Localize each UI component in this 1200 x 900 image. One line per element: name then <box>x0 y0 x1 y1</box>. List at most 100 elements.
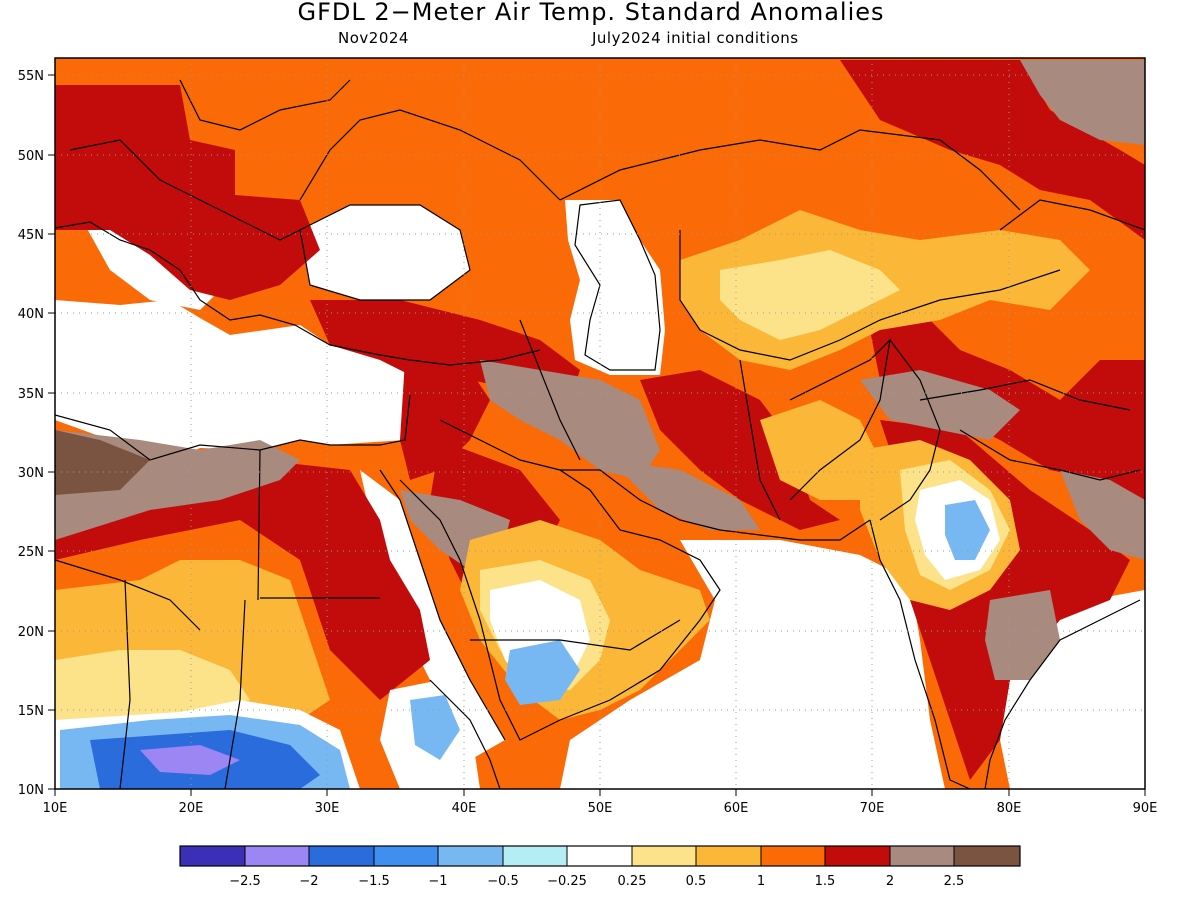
arabian-sea-normal-area <box>560 540 945 789</box>
sahara-strong-warm-area <box>55 460 430 700</box>
colorbar-label: −1.5 <box>358 874 390 889</box>
yemen-cool-area <box>505 640 580 705</box>
iran-strong-warm-area <box>640 370 840 530</box>
border-central-europe <box>69 139 301 241</box>
black-sea-normal-area <box>300 205 470 300</box>
afghanistan-moderate-area <box>760 400 880 500</box>
lat-label: 40N <box>18 307 44 322</box>
iraq-very-strong-area <box>480 360 660 480</box>
lat-label: 45N <box>18 228 44 243</box>
border-algeria-niger <box>55 559 201 631</box>
border-saudi-iraq <box>439 419 561 471</box>
lon-label: 50E <box>588 801 613 816</box>
border-iran-afghanistan <box>739 359 781 521</box>
sahel-slight-area <box>55 650 250 720</box>
chad-very-cold-area <box>140 745 240 775</box>
coastline-red-sea <box>379 469 506 741</box>
thar-cool-area <box>945 500 990 560</box>
east-india-very-strong-area <box>1060 470 1145 560</box>
coastline-black-sea <box>299 204 471 301</box>
north-africa-extreme-area <box>55 430 150 495</box>
colorbar-label: −2.5 <box>229 874 261 889</box>
lon-label: 80E <box>997 801 1022 816</box>
colorbar-dividers <box>244 846 955 866</box>
lat-label: 50N <box>18 149 44 164</box>
init-conditions-label: July2024 initial conditions <box>592 29 799 47</box>
colorbar-frame <box>179 845 1021 867</box>
border-chad-sudan <box>224 599 246 789</box>
colorbar-label: −0.5 <box>487 874 519 889</box>
coastline-caspian <box>574 199 661 371</box>
coastline-persian-gulf <box>560 469 871 541</box>
border-afghanistan-pakistan <box>789 338 891 501</box>
pakistan-very-strong-area <box>860 370 1020 440</box>
border-saudi-yemen <box>470 619 681 651</box>
lon-label: 20E <box>179 801 204 816</box>
kazakhstan-slight-area <box>720 250 900 340</box>
colorbar-swatch <box>696 846 761 866</box>
lon-label: 70E <box>860 801 885 816</box>
border-pakistan-india <box>879 339 941 521</box>
lat-labels: 55N 50N 45N 40N 35N 30N 25N 20N 15N 10N <box>18 69 44 798</box>
colorbar: −2.5 −2 −1.5 −1 −0.5 −0.25 0.25 0.5 1 1.… <box>179 845 1021 889</box>
map-title: GFDL 2−Meter Air Temp. Standard Anomalie… <box>297 0 885 26</box>
coastline-india-east <box>984 599 1141 789</box>
lon-label: 60E <box>724 801 749 816</box>
border-baltics-poland <box>179 79 351 131</box>
border-central-asia <box>679 230 1061 361</box>
lat-label: 35N <box>18 387 44 402</box>
border-libya-egypt <box>257 449 261 601</box>
colorbar-label: 1 <box>757 874 765 889</box>
border-kazakhstan-russia <box>559 129 1021 211</box>
border-iraq-iran <box>519 319 581 461</box>
valid-month-label: Nov2024 <box>338 29 409 47</box>
colorbar-swatch <box>180 846 245 866</box>
deccan-very-strong-area <box>985 590 1060 680</box>
lat-label: 55N <box>18 69 44 84</box>
mongolia-very-strong-area <box>1020 60 1145 145</box>
lat-label: 10N <box>18 783 44 798</box>
colorbar-label: 0.5 <box>686 874 707 889</box>
colorbar-swatch <box>825 846 890 866</box>
colorbar-swatch <box>761 846 825 866</box>
border-turkey-syria <box>409 349 541 366</box>
lat-label: 25N <box>18 545 44 560</box>
lon-labels: 10E 20E 30E 40E 50E 60E 70E 80E 90E <box>43 801 1158 816</box>
border-russia-ukraine <box>299 109 561 201</box>
europe-strong-warm-area <box>55 85 320 300</box>
colorbar-swatch <box>245 846 309 866</box>
coastline-arabia <box>399 469 721 741</box>
caspian-normal-area <box>565 200 665 375</box>
balkan-sea-normal-area <box>85 225 220 310</box>
colorbar-label: −2 <box>299 874 318 889</box>
lon-label: 30E <box>315 801 340 816</box>
colorbar-swatch <box>309 846 374 866</box>
levant-strong-warm-area <box>400 360 490 480</box>
colorbar-swatch <box>374 846 438 866</box>
axis-ticks <box>48 74 1146 796</box>
coastlines-borders <box>55 79 1145 789</box>
coastline-north-africa <box>55 394 411 461</box>
lat-label: 20N <box>18 625 44 640</box>
lat-label: 30N <box>18 466 44 481</box>
anomaly-field <box>55 58 1145 789</box>
colorbar-swatch <box>567 846 632 866</box>
colorbar-swatch <box>954 846 1020 866</box>
border-tibet <box>919 379 1131 411</box>
colorbar-swatch <box>438 846 503 866</box>
colorbar-swatch <box>632 846 696 866</box>
coastline-europe <box>55 221 411 361</box>
colorbar-label: −1 <box>428 874 447 889</box>
coastline-india <box>869 519 971 789</box>
gulf-very-strong-area <box>610 460 760 530</box>
border-india-nepal <box>959 429 1141 481</box>
colorbar-swatch <box>890 846 954 866</box>
lon-label: 40E <box>452 801 477 816</box>
lon-label: 10E <box>43 801 68 816</box>
colorbar-label: 1.5 <box>815 874 836 889</box>
horn-of-africa-cool-area <box>410 695 460 760</box>
border-mongolia-china <box>999 199 1145 231</box>
red-sea-normal-area <box>360 470 505 760</box>
colorbar-label: −0.25 <box>547 874 587 889</box>
